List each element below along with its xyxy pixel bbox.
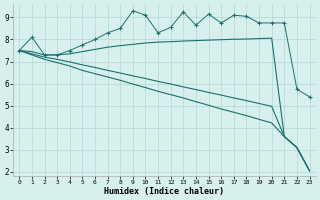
- X-axis label: Humidex (Indice chaleur): Humidex (Indice chaleur): [104, 187, 224, 196]
